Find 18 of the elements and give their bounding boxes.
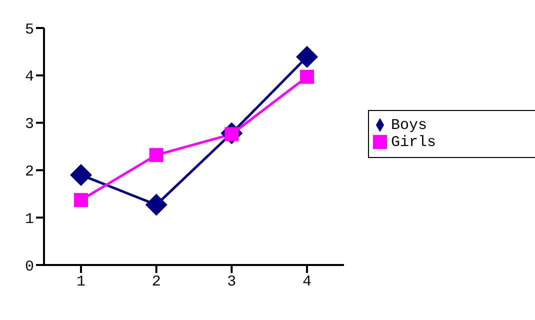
legend-label: Girls [391, 134, 436, 151]
legend-label: Boys [391, 117, 428, 134]
x-tick-label: 4 [302, 274, 312, 291]
point [300, 70, 314, 84]
y-tick-label: 5 [24, 21, 34, 38]
y-tick-label: 3 [24, 116, 34, 134]
y-tick-label: 1 [24, 210, 34, 228]
x-tick-label: 3 [227, 274, 236, 291]
x-tick-label: 1 [76, 274, 86, 291]
point [149, 148, 164, 162]
x-tick-label: 2 [152, 274, 161, 291]
y-tick-label: 2 [24, 164, 34, 181]
point [145, 194, 168, 216]
y-tick-label: 4 [24, 68, 34, 86]
point [74, 193, 88, 208]
point [296, 46, 318, 68]
y-tick-label: 0 [24, 258, 34, 276]
point [70, 164, 92, 186]
